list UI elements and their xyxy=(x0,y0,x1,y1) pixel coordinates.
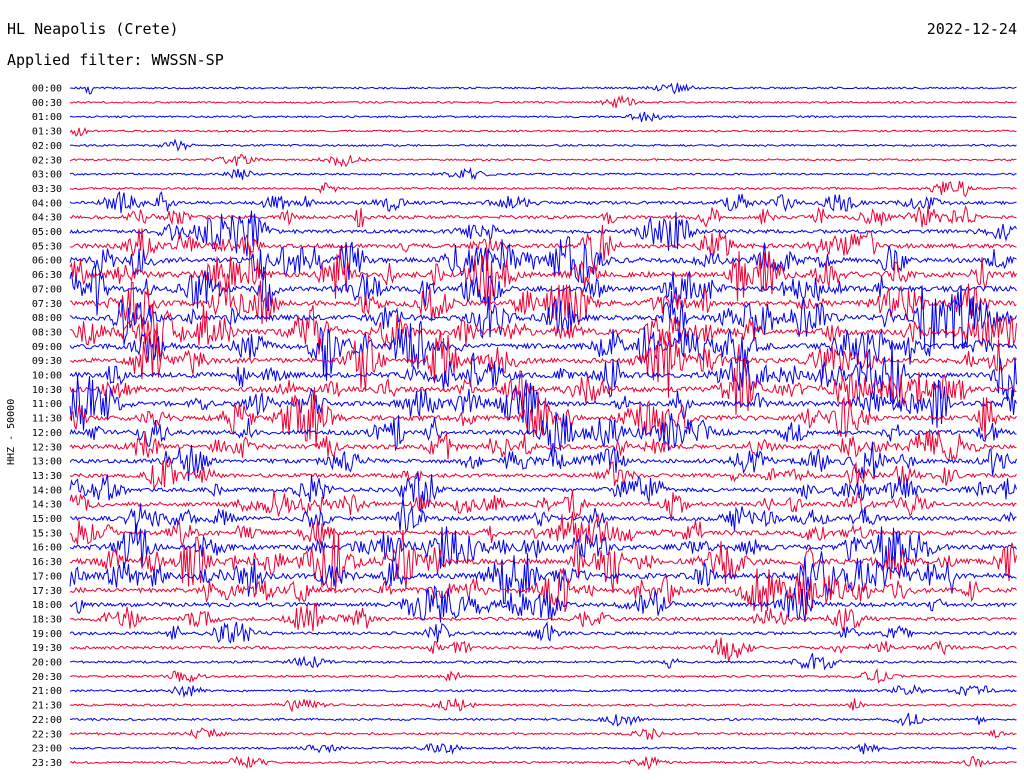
trace-row-1700 xyxy=(69,551,1017,605)
trace-row-2100 xyxy=(69,683,1017,699)
time-tick-label: 12:00 xyxy=(32,428,62,439)
time-tick-label: 04:30 xyxy=(32,213,62,224)
trace-row-1830 xyxy=(69,602,1017,632)
trace-row-0030 xyxy=(69,94,1017,109)
time-tick-label: 15:30 xyxy=(32,528,62,539)
time-tick-label: 21:30 xyxy=(32,701,62,712)
time-tick-label: 11:30 xyxy=(32,414,62,425)
trace-row-0830 xyxy=(69,303,1017,363)
time-tick-label: 05:30 xyxy=(32,241,62,252)
time-tick-label: 14:00 xyxy=(32,485,62,496)
trace-row-1600 xyxy=(69,523,1017,573)
trace-row-1100 xyxy=(69,376,1017,434)
time-tick-label: 19:30 xyxy=(32,643,62,654)
time-tick-label: 01:30 xyxy=(32,127,62,138)
time-tick-label: 13:30 xyxy=(32,471,62,482)
time-tick-label: 10:00 xyxy=(32,371,62,382)
trace-row-0730 xyxy=(70,279,1017,326)
time-tick-label: 21:00 xyxy=(32,686,62,697)
trace-row-0930 xyxy=(69,327,1017,398)
trace-row-1230 xyxy=(69,429,1017,462)
trace-row-0600 xyxy=(69,235,1017,283)
time-tick-label: 08:00 xyxy=(32,313,62,324)
trace-row-0800 xyxy=(69,284,1017,357)
station-title: HL Neapolis (Crete) xyxy=(7,20,179,38)
time-tick-label: 03:30 xyxy=(32,184,62,195)
trace-row-2200 xyxy=(69,712,1017,727)
time-tick-label: 16:00 xyxy=(32,543,62,554)
trace-row-2000 xyxy=(69,653,1017,671)
trace-row-0300 xyxy=(69,166,1017,181)
trace-row-1630 xyxy=(69,530,1017,593)
time-tick-label: 18:30 xyxy=(32,614,62,625)
time-tick-label: 10:30 xyxy=(32,385,62,396)
time-tick-label: 07:30 xyxy=(32,299,62,310)
trace-row-1300 xyxy=(69,441,1017,482)
time-tick-label: 06:00 xyxy=(32,256,62,267)
time-tick-label: 14:30 xyxy=(32,500,62,511)
time-tick-label: 06:30 xyxy=(32,270,62,281)
trace-row-0000 xyxy=(69,82,1017,95)
trace-row-2330 xyxy=(69,755,1017,771)
time-tick-label: 09:30 xyxy=(32,356,62,367)
trace-row-0400 xyxy=(69,190,1017,214)
time-tick-label: 00:00 xyxy=(32,84,62,95)
trace-row-1030 xyxy=(69,344,1017,415)
trace-row-1330 xyxy=(69,458,1017,490)
trace-row-2130 xyxy=(69,698,1017,713)
time-tick-label: 20:00 xyxy=(32,658,62,669)
time-tick-label: 02:00 xyxy=(32,141,62,152)
trace-row-1200 xyxy=(69,411,1017,457)
trace-row-0430 xyxy=(69,204,1017,228)
time-tick-label: 12:30 xyxy=(32,442,62,453)
time-tick-label: 20:30 xyxy=(32,672,62,683)
time-tick-label: 13:00 xyxy=(32,457,62,468)
trace-row-1900 xyxy=(69,621,1017,644)
time-tick-label: 23:30 xyxy=(32,758,62,769)
trace-row-1530 xyxy=(69,511,1017,548)
time-tick-label: 18:00 xyxy=(32,600,62,611)
trace-row-0200 xyxy=(69,138,1017,152)
trace-row-1430 xyxy=(69,490,1017,521)
trace-row-1000 xyxy=(69,340,1017,405)
time-tick-label: 22:00 xyxy=(32,715,62,726)
trace-row-1500 xyxy=(69,497,1017,534)
time-tick-label: 01:00 xyxy=(32,112,62,123)
time-tick-label: 04:00 xyxy=(32,198,62,209)
trace-row-0130 xyxy=(69,126,1017,137)
trace-row-0100 xyxy=(69,111,1017,123)
trace-row-0530 xyxy=(69,224,1017,271)
time-tick-label: 16:30 xyxy=(32,557,62,568)
time-tick-label: 03:00 xyxy=(32,170,62,181)
trace-row-0330 xyxy=(69,180,1017,198)
trace-row-1930 xyxy=(69,637,1017,663)
time-tick-label: 17:00 xyxy=(32,571,62,582)
filter-label: Applied filter: WWSSN-SP xyxy=(7,51,224,69)
time-tick-label: 17:30 xyxy=(32,586,62,597)
time-tick-label: 05:00 xyxy=(32,227,62,238)
trace-row-2230 xyxy=(69,727,1017,740)
time-tick-label: 15:00 xyxy=(32,514,62,525)
trace-row-0900 xyxy=(69,320,1017,381)
record-date: 2022-12-24 xyxy=(926,20,1017,38)
trace-row-0230 xyxy=(69,153,1017,168)
time-tick-label: 02:30 xyxy=(32,155,62,166)
trace-row-1730 xyxy=(69,568,1017,615)
time-tick-label: 22:30 xyxy=(32,729,62,740)
time-tick-label: 23:00 xyxy=(32,744,62,755)
time-tick-label: 19:00 xyxy=(32,629,62,640)
time-tick-label: 09:00 xyxy=(32,342,62,353)
time-tick-label: 08:30 xyxy=(32,327,62,338)
time-tick-label: 07:00 xyxy=(32,284,62,295)
trace-row-1800 xyxy=(69,585,1017,623)
trace-row-0500 xyxy=(69,210,1017,257)
trace-row-2030 xyxy=(70,668,1017,684)
trace-row-0630 xyxy=(69,245,1017,311)
time-tick-label: 00:30 xyxy=(32,98,62,109)
trace-row-2300 xyxy=(69,742,1017,755)
time-tick-label: 11:00 xyxy=(32,399,62,410)
